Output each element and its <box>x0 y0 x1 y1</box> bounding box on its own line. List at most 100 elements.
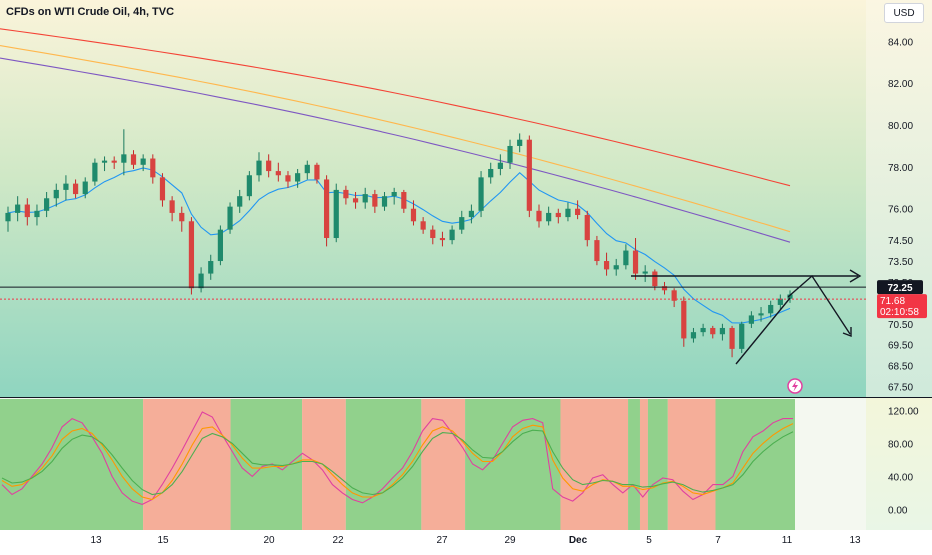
oscillator-line <box>1 429 794 496</box>
candle-body <box>739 323 745 349</box>
last-price-value: 71.68 <box>880 296 905 307</box>
price-tick-label: 69.50 <box>888 341 913 352</box>
candlestick-series <box>5 129 793 358</box>
time-tick-label: 13 <box>90 535 102 546</box>
oscillator-zone-green <box>647 399 668 530</box>
projection-arrow[interactable] <box>787 274 851 335</box>
currency-button[interactable]: USD <box>884 3 924 23</box>
candle-body <box>719 327 726 335</box>
price-tick-label: 78.00 <box>888 163 913 174</box>
fast-ema-line <box>7 167 791 324</box>
price-axis-background <box>866 0 932 397</box>
candle-body <box>391 191 397 197</box>
price-level-badge: 72.25 <box>877 280 923 295</box>
candle-body <box>352 198 359 203</box>
candle-body <box>584 215 590 241</box>
last-price-badge: 71.68 02:10:58 <box>877 294 927 319</box>
candle-body <box>478 177 484 211</box>
candle-body <box>603 261 610 270</box>
candle-body <box>652 271 658 287</box>
candle-body <box>275 171 281 176</box>
candle-body <box>362 194 368 203</box>
time-tick-label: 29 <box>504 535 516 546</box>
candle-body <box>661 286 668 291</box>
candle-body <box>517 139 523 146</box>
candle-body <box>63 183 69 190</box>
candle-body <box>555 212 561 218</box>
price-tick-label: 76.00 <box>888 205 913 216</box>
moving-average-line <box>0 28 791 187</box>
candle-body <box>285 175 291 182</box>
candle-body <box>420 221 426 230</box>
oscillator-zone-green <box>715 399 795 530</box>
candle-body <box>188 221 195 289</box>
time-tick-label: 20 <box>263 535 275 546</box>
candle-body <box>410 208 417 222</box>
candle-body <box>546 212 552 222</box>
candle-body <box>623 250 629 266</box>
price-level-value: 72.25 <box>887 283 912 294</box>
candle-body <box>526 139 532 211</box>
time-axis-background <box>0 530 932 550</box>
candle-body <box>671 290 677 301</box>
oscillator-zone-red <box>639 399 648 530</box>
candle-body <box>130 154 137 165</box>
oscillator-zone-green <box>628 399 640 530</box>
moving-average-line <box>0 45 791 233</box>
candle-body <box>82 181 88 195</box>
oscillator-tick-label: 80.00 <box>888 439 913 450</box>
candle-body <box>710 327 716 335</box>
candle-body <box>295 173 301 182</box>
candle-body <box>613 265 619 270</box>
time-tick-label: 7 <box>715 535 721 546</box>
price-tick-label: 80.00 <box>888 121 913 132</box>
candle-body <box>34 210 40 218</box>
price-tick-label: 82.00 <box>888 79 913 90</box>
candle-body <box>92 162 98 182</box>
candle-body <box>488 168 494 178</box>
candle-body <box>468 210 475 218</box>
candle-body <box>449 229 455 241</box>
moving-averages <box>0 28 791 324</box>
candle-body <box>594 240 600 262</box>
candle-body <box>227 206 233 230</box>
chart-title: CFDs on WTI Crude Oil, 4h, TVC <box>6 6 175 18</box>
candle-body <box>401 191 407 209</box>
candle-body <box>632 250 639 274</box>
candle-body <box>777 298 783 305</box>
candle-body <box>304 164 310 174</box>
candle-body <box>700 327 706 333</box>
oscillator-zone-red <box>421 399 466 530</box>
candle-body <box>372 194 378 207</box>
candle-body <box>323 179 330 239</box>
candle-body <box>15 204 21 213</box>
oscillator-axis[interactable]: 120.00 80.00 40.00 0.00 <box>888 406 919 516</box>
time-tick-label: 15 <box>157 535 169 546</box>
candle-body <box>507 145 513 163</box>
rising-trendline[interactable] <box>735 297 791 365</box>
candle-body <box>159 177 166 201</box>
candle-body <box>681 300 687 339</box>
candle-body <box>333 189 339 239</box>
oscillator-tick-label: 40.00 <box>888 472 913 483</box>
lightning-event-icon[interactable] <box>787 378 803 394</box>
candle-body <box>72 183 79 195</box>
time-tick-label: 11 <box>782 535 793 546</box>
time-axis[interactable]: 13 15 20 22 27 29 Dec 5 7 11 13 <box>90 535 861 546</box>
price-tick-label: 68.50 <box>888 362 913 373</box>
candle-body <box>208 261 214 274</box>
candle-body <box>497 162 503 169</box>
candle-body <box>575 208 581 216</box>
time-tick-label: 13 <box>849 535 861 546</box>
oscillator-tick-label: 120.00 <box>888 406 919 417</box>
oscillator-line <box>1 411 793 505</box>
oscillator-zone-red <box>667 399 716 530</box>
resistance-arrow-head-icon <box>849 269 862 283</box>
oscillator-zone-red <box>560 399 629 530</box>
oscillator-zone-green <box>345 399 422 530</box>
candle-body <box>53 189 59 199</box>
time-tick-label: Dec <box>569 535 588 546</box>
drawing-annotations[interactable] <box>631 269 862 365</box>
